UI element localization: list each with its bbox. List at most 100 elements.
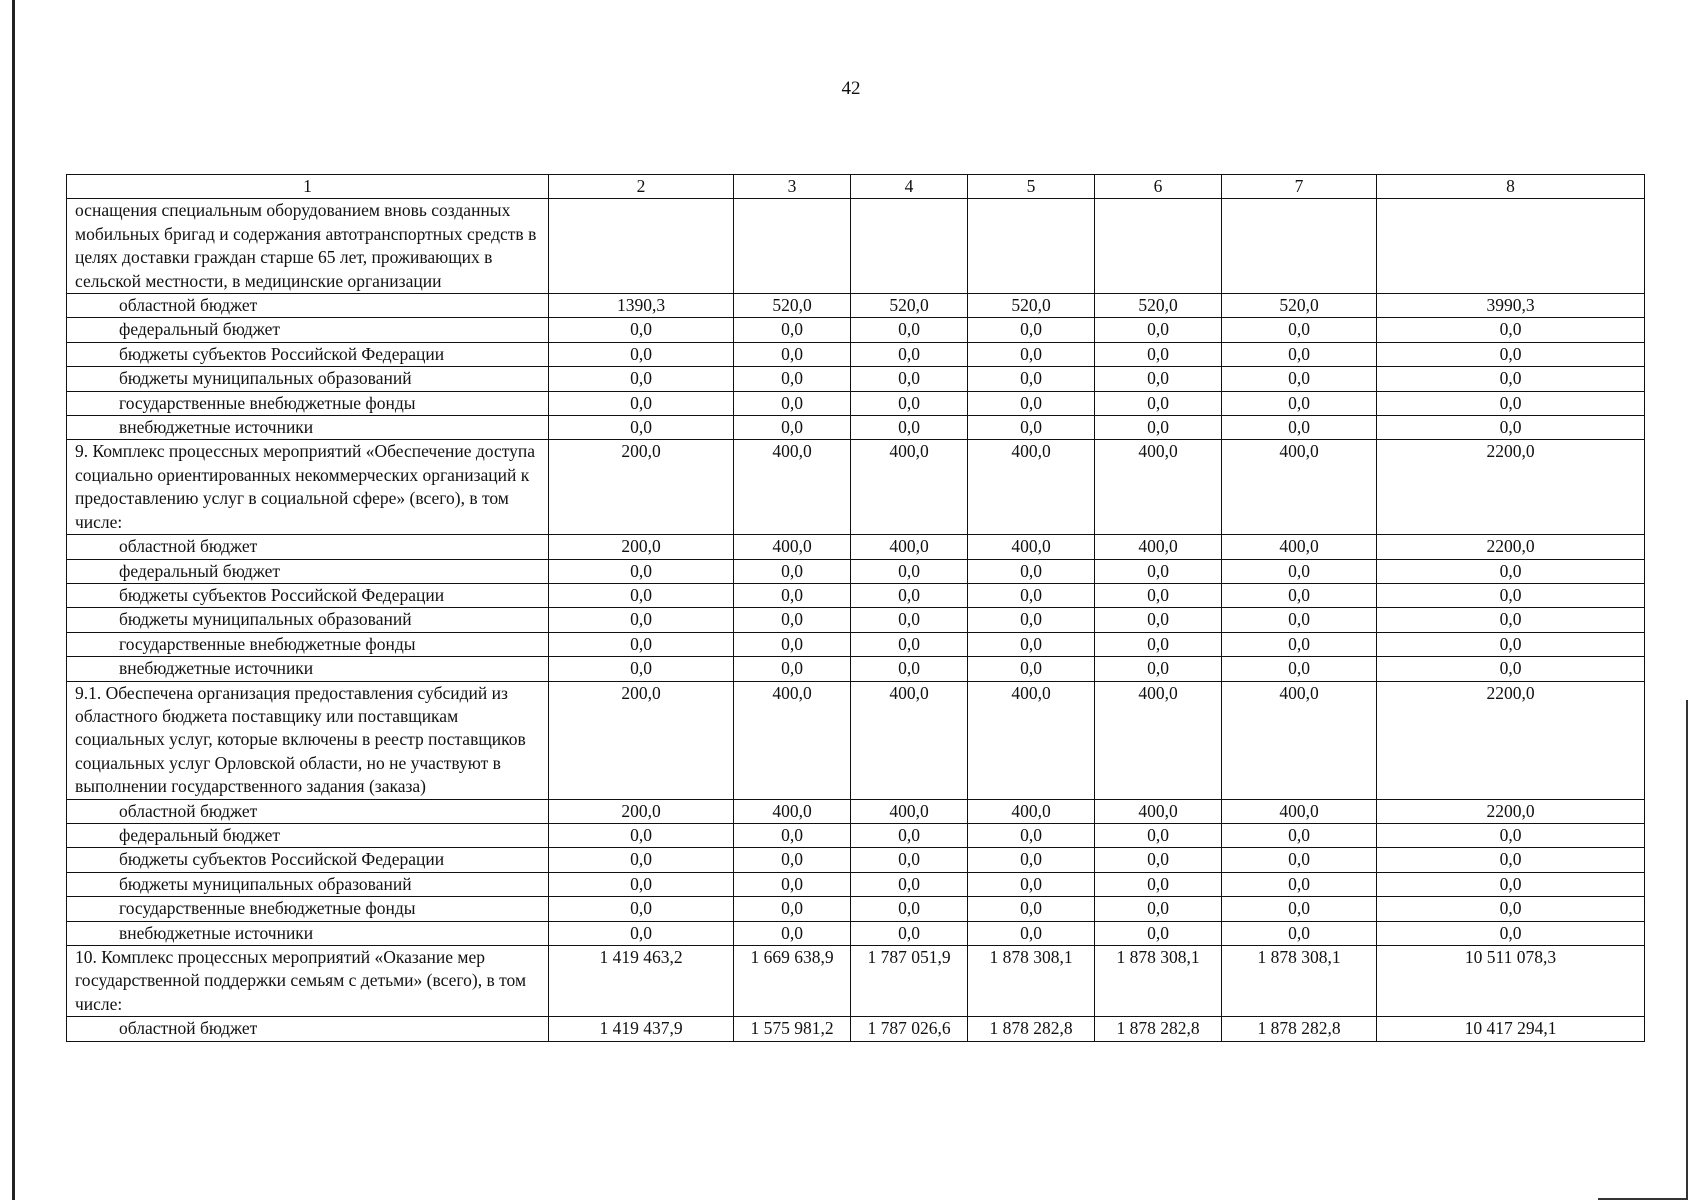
table-row: федеральный бюджет 0,0 0,0 0,0 0,0 0,0 0,0 0,0: [66, 558, 1645, 584]
cell-value: 0,0: [1094, 582, 1222, 609]
cell-value: 200,0: [548, 680, 734, 800]
cell-value: 0,0: [733, 558, 851, 584]
cell-value: 0,0: [548, 656, 734, 682]
cell-value: 2200,0: [1376, 798, 1645, 824]
cell-value: [733, 198, 851, 295]
cell-value: 0,0: [733, 631, 851, 658]
cell-value: 1 669 638,9: [733, 944, 851, 1018]
cell-value: 0,0: [850, 366, 968, 392]
cell-value: 1 419 463,2: [548, 944, 734, 1018]
row-label: областной бюджет: [66, 293, 549, 319]
cell-value: 0,0: [548, 366, 734, 392]
cell-value: 0,0: [733, 582, 851, 609]
cell-value: 520,0: [1221, 293, 1377, 319]
column-header: 8: [1376, 173, 1645, 200]
cell-value: 0,0: [733, 896, 851, 922]
row-label: бюджеты субъектов Российской Федерации: [66, 341, 549, 368]
cell-value: 0,0: [850, 920, 968, 947]
table-row: бюджеты муниципальных образований 0,0 0,0 0…: [66, 607, 1645, 633]
cell-value: 0,0: [733, 656, 851, 682]
table-row: 9. Комплекс процессных мероприятий «Обес…: [66, 439, 1645, 536]
row-label: 9.1. Обеспечена организация предоставлен…: [66, 680, 549, 800]
table-row: внебюджетные источники 0,0 0,0 0,0 0,0 0,0 0,0…: [66, 415, 1645, 441]
cell-value: 0,0: [1221, 317, 1377, 343]
cell-value: 200,0: [548, 798, 734, 824]
table-row: бюджеты субъектов Российской Федерации 0,…: [66, 341, 1645, 368]
table-row: областной бюджет 200,0 400,0 400,0 400,0 400,…: [66, 534, 1645, 560]
cell-value: 400,0: [967, 439, 1095, 536]
cell-value: 0,0: [1221, 656, 1377, 682]
row-label: федеральный бюджет: [66, 822, 549, 849]
cell-value: 0,0: [1376, 920, 1645, 947]
table-row: областной бюджет 1 419 437,9 1 575 981,2 1 …: [66, 1016, 1645, 1042]
cell-value: 0,0: [967, 920, 1095, 947]
cell-value: 520,0: [850, 293, 968, 319]
cell-value: 0,0: [967, 317, 1095, 343]
table-row: бюджеты муниципальных образований 0,0 0,0 0…: [66, 366, 1645, 392]
cell-value: 520,0: [967, 293, 1095, 319]
cell-value: 0,0: [548, 390, 734, 417]
cell-value: 0,0: [733, 607, 851, 633]
cell-value: 0,0: [1221, 582, 1377, 609]
cell-value: 0,0: [1376, 341, 1645, 368]
row-label: бюджеты субъектов Российской Федерации: [66, 847, 549, 873]
cell-value: 0,0: [967, 822, 1095, 849]
cell-value: 0,0: [850, 341, 968, 368]
row-label: бюджеты муниципальных образований: [66, 871, 549, 898]
scan-edge: [12, 0, 15, 1200]
cell-value: 1 419 437,9: [548, 1016, 734, 1042]
cell-value: [1094, 198, 1222, 295]
cell-value: 2200,0: [1376, 534, 1645, 560]
cell-value: 0,0: [850, 582, 968, 609]
column-header: 5: [967, 173, 1095, 200]
column-header: 7: [1221, 173, 1377, 200]
row-label: оснащения специальным оборудованием внов…: [66, 198, 549, 295]
table-row: областной бюджет 1390,3 520,0 520,0 520,0 520…: [66, 293, 1645, 319]
cell-value: 0,0: [1094, 822, 1222, 849]
cell-value: 0,0: [967, 341, 1095, 368]
row-label: областной бюджет: [66, 1016, 549, 1042]
cell-value: 400,0: [1094, 680, 1222, 800]
column-header: 1: [66, 173, 549, 200]
cell-value: 0,0: [850, 847, 968, 873]
cell-value: 0,0: [1094, 656, 1222, 682]
row-label: государственные внебюджетные фонды: [66, 390, 549, 417]
cell-value: 0,0: [967, 631, 1095, 658]
cell-value: 0,0: [733, 920, 851, 947]
cell-value: 0,0: [967, 582, 1095, 609]
cell-value: 0,0: [1376, 317, 1645, 343]
cell-value: 400,0: [967, 680, 1095, 800]
cell-value: 0,0: [1221, 871, 1377, 898]
cell-value: 400,0: [967, 534, 1095, 560]
cell-value: 0,0: [967, 415, 1095, 441]
cell-value: 0,0: [548, 582, 734, 609]
table-row: федеральный бюджет 0,0 0,0 0,0 0,0 0,0 0,0 0,0: [66, 822, 1645, 849]
cell-value: 0,0: [967, 558, 1095, 584]
row-label: внебюджетные источники: [66, 415, 549, 441]
cell-value: 0,0: [850, 896, 968, 922]
cell-value: 0,0: [1094, 871, 1222, 898]
cell-value: 0,0: [733, 822, 851, 849]
cell-value: 400,0: [1221, 680, 1377, 800]
cell-value: 0,0: [548, 822, 734, 849]
cell-value: 0,0: [1376, 582, 1645, 609]
cell-value: 0,0: [733, 317, 851, 343]
cell-value: 0,0: [1094, 920, 1222, 947]
cell-value: 400,0: [850, 439, 968, 536]
cell-value: [1221, 198, 1377, 295]
table-row: государственные внебюджетные фонды 0,0 0,0…: [66, 896, 1645, 922]
cell-value: 0,0: [1376, 366, 1645, 392]
row-label: государственные внебюджетные фонды: [66, 631, 549, 658]
cell-value: 0,0: [850, 558, 968, 584]
table-row: 9.1. Обеспечена организация предоставлен…: [66, 680, 1645, 800]
cell-value: 0,0: [1376, 822, 1645, 849]
cell-value: 0,0: [548, 896, 734, 922]
cell-value: 10 511 078,3: [1376, 944, 1645, 1018]
cell-value: 0,0: [1221, 390, 1377, 417]
cell-value: 0,0: [1221, 920, 1377, 947]
row-label: бюджеты субъектов Российской Федерации: [66, 582, 549, 609]
table-row: внебюджетные источники 0,0 0,0 0,0 0,0 0,0 0,0…: [66, 656, 1645, 682]
cell-value: 0,0: [1221, 896, 1377, 922]
row-label: областной бюджет: [66, 534, 549, 560]
cell-value: 400,0: [733, 534, 851, 560]
